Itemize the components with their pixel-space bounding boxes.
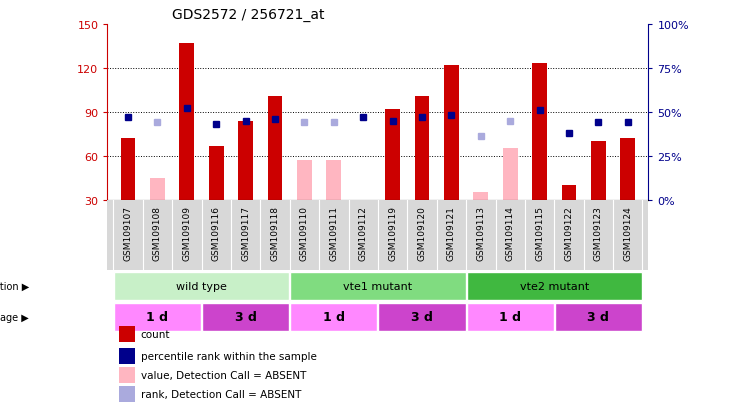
Bar — [114, 303, 201, 331]
Bar — [239, 121, 253, 200]
Text: GSM109123: GSM109123 — [594, 206, 603, 261]
Text: GDS2572 / 256721_at: GDS2572 / 256721_at — [173, 8, 325, 22]
Text: GSM109119: GSM109119 — [388, 206, 397, 261]
Text: GSM109124: GSM109124 — [623, 206, 632, 261]
Bar — [121, 139, 136, 200]
Text: genotype/variation ▶: genotype/variation ▶ — [0, 281, 29, 291]
Bar — [591, 142, 605, 200]
Text: count: count — [141, 330, 170, 339]
Bar — [119, 367, 135, 383]
Bar — [202, 303, 289, 331]
Text: vte2 mutant: vte2 mutant — [519, 281, 589, 291]
Text: value, Detection Call = ABSENT: value, Detection Call = ABSENT — [141, 370, 306, 380]
Text: vte1 mutant: vte1 mutant — [343, 281, 413, 291]
Text: GSM109110: GSM109110 — [300, 206, 309, 261]
Text: rank, Detection Call = ABSENT: rank, Detection Call = ABSENT — [141, 389, 301, 399]
Text: 1 d: 1 d — [499, 311, 521, 323]
Bar — [179, 44, 194, 200]
Text: GSM109116: GSM109116 — [212, 206, 221, 261]
Bar — [114, 272, 289, 300]
Bar — [379, 303, 465, 331]
Bar — [297, 161, 312, 200]
Bar — [620, 139, 635, 200]
Text: age ▶: age ▶ — [0, 312, 29, 322]
Bar — [327, 161, 341, 200]
Bar — [415, 97, 429, 200]
Text: GSM109114: GSM109114 — [505, 206, 515, 261]
Text: GSM109108: GSM109108 — [153, 206, 162, 261]
Bar — [119, 349, 135, 364]
Bar — [467, 272, 642, 300]
Text: 1 d: 1 d — [323, 311, 345, 323]
Text: 3 d: 3 d — [588, 311, 609, 323]
Text: GSM109113: GSM109113 — [476, 206, 485, 261]
Text: GSM109122: GSM109122 — [565, 206, 574, 261]
Bar — [467, 303, 554, 331]
Text: GSM109118: GSM109118 — [270, 206, 279, 261]
Text: 3 d: 3 d — [235, 311, 256, 323]
Text: GSM109109: GSM109109 — [182, 206, 191, 261]
Text: GSM109115: GSM109115 — [535, 206, 544, 261]
Bar — [119, 386, 135, 402]
Text: wild type: wild type — [176, 281, 227, 291]
Text: GSM109120: GSM109120 — [417, 206, 427, 261]
Bar — [503, 149, 517, 200]
Bar — [290, 303, 377, 331]
Text: GSM109117: GSM109117 — [241, 206, 250, 261]
Bar — [444, 66, 459, 200]
Text: GSM109107: GSM109107 — [124, 206, 133, 261]
Bar — [385, 109, 400, 200]
Text: GSM109121: GSM109121 — [447, 206, 456, 261]
Text: 1 d: 1 d — [147, 311, 168, 323]
Text: GSM109112: GSM109112 — [359, 206, 368, 261]
Text: 3 d: 3 d — [411, 311, 433, 323]
Bar — [473, 193, 488, 200]
Text: GSM109111: GSM109111 — [329, 206, 339, 261]
Bar — [268, 97, 282, 200]
Bar — [290, 272, 465, 300]
Bar — [209, 146, 224, 200]
Bar — [119, 327, 135, 343]
Bar — [555, 303, 642, 331]
Bar — [150, 178, 165, 200]
Text: percentile rank within the sample: percentile rank within the sample — [141, 351, 316, 361]
Bar — [562, 186, 576, 200]
Bar — [532, 64, 547, 200]
